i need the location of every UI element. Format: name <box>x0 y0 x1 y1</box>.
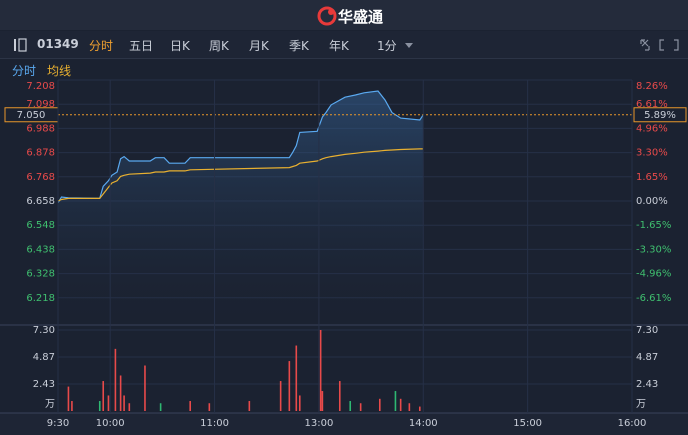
series-line <box>57 90 424 204</box>
volume-bar <box>319 330 322 411</box>
y2-tick-label: 3.30% <box>636 148 668 159</box>
x-tick-label: 15:00 <box>513 418 542 429</box>
volume-bar <box>288 361 291 411</box>
tab[interactable]: 分时 <box>89 39 114 53</box>
x-tick-label: 16:00 <box>618 418 647 429</box>
volume-bar <box>71 401 73 411</box>
y-tick-label: 6.438 <box>26 244 55 255</box>
last-change-label: 5.89% <box>644 110 676 121</box>
volume-bar <box>359 403 362 411</box>
collapse-icon[interactable] <box>8 31 38 58</box>
y2-tick-label: 4.96% <box>636 123 668 134</box>
volume-bar <box>123 395 125 411</box>
y-tick-label: 6.878 <box>26 148 55 159</box>
volume-bar <box>189 401 191 411</box>
volume-bar <box>114 348 117 411</box>
y2-tick-label: -3.30% <box>636 244 671 255</box>
volume-bar <box>408 403 411 411</box>
x-tick-label: 13:00 <box>304 418 333 429</box>
tab[interactable]: 季K <box>289 39 309 53</box>
y2-tick-label: -6.61% <box>636 293 671 304</box>
volume-bar <box>98 401 101 411</box>
volume-bar <box>349 401 352 411</box>
y2-tick-label: 2.43 <box>636 379 658 390</box>
series-line <box>57 148 424 202</box>
top-bar: 华盛通 <box>0 0 688 30</box>
last-change-box <box>633 107 687 123</box>
y-tick-label: 6.768 <box>26 172 55 183</box>
legend-entry: 分时 <box>12 64 37 78</box>
toolbar: 01349 分时 五日 日K 周K 月K 季K 年K 1分 <box>0 31 688 59</box>
y-tick-label: 7.098 <box>26 99 55 110</box>
y2-tick-label: 8.26% <box>636 81 668 92</box>
tab[interactable]: 月K <box>249 39 269 53</box>
view-icons[interactable] <box>636 31 686 58</box>
y-unit-label: 万 <box>45 399 55 410</box>
y-tick-label: 6.328 <box>26 269 55 280</box>
y-tick-label: 2.43 <box>33 379 55 390</box>
tab[interactable]: 年K <box>329 39 349 53</box>
x-tick-label: 10:00 <box>96 418 125 429</box>
tab[interactable]: 日K <box>170 39 190 53</box>
y-tick-label: 7.30 <box>33 325 55 336</box>
volume-bar <box>338 381 341 411</box>
volume-bar <box>107 395 110 411</box>
y-tick-label: 6.218 <box>26 293 55 304</box>
dropdown-arrow[interactable] <box>403 31 415 58</box>
volume-bar <box>378 398 381 411</box>
y-tick-label: 4.87 <box>33 352 55 363</box>
x-axis-strip <box>0 413 688 435</box>
price-area <box>58 91 424 322</box>
volume-bar <box>119 375 122 411</box>
volume-bar <box>418 406 421 411</box>
x-tick-label: 11:00 <box>200 418 229 429</box>
y2-tick-label: 6.61% <box>636 99 668 110</box>
volume-bar <box>248 401 251 411</box>
volume-bar <box>298 395 301 411</box>
x-tick-label: 9:30 <box>47 418 69 429</box>
volume-bar <box>295 345 298 411</box>
y2-tick-label: -1.65% <box>636 220 671 231</box>
volume-bar <box>102 381 105 411</box>
stock-code: 01349 <box>37 37 79 51</box>
y2-tick-label: 0.00% <box>636 196 668 207</box>
tab[interactable]: 1分 <box>377 39 397 53</box>
volume-bar <box>159 403 162 411</box>
tab[interactable]: 周K <box>209 39 229 53</box>
x-tick-label: 14:00 <box>409 418 438 429</box>
y2-tick-label: 4.87 <box>636 352 658 363</box>
y2-tick-label: 7.30 <box>636 325 658 336</box>
logo-icon <box>317 6 337 26</box>
volume-bar <box>144 365 146 411</box>
y2-tick-label: 1.65% <box>636 172 668 183</box>
tab[interactable]: 五日 <box>129 39 154 53</box>
volume-bar <box>279 381 282 411</box>
legend-entry: 均线 <box>47 64 72 78</box>
last-price-box <box>4 107 59 123</box>
volume-bar <box>67 386 70 411</box>
volume-bar <box>399 398 402 411</box>
logo-text: 华盛通 <box>338 8 384 26</box>
y2-unit-label: 万 <box>636 399 646 410</box>
y-tick-label: 6.988 <box>26 123 55 134</box>
y-tick-label: 6.548 <box>26 220 55 231</box>
last-price-label: 7.050 <box>17 110 46 121</box>
volume-bar <box>394 391 397 411</box>
legend: 分时 均线 <box>0 59 688 79</box>
y2-tick-label: -4.96% <box>636 269 671 280</box>
y-tick-label: 7.208 <box>26 81 55 92</box>
y-tick-label: 6.658 <box>26 196 55 207</box>
volume-bar <box>321 391 324 411</box>
volume-bar <box>208 403 211 411</box>
volume-bar <box>128 403 131 411</box>
